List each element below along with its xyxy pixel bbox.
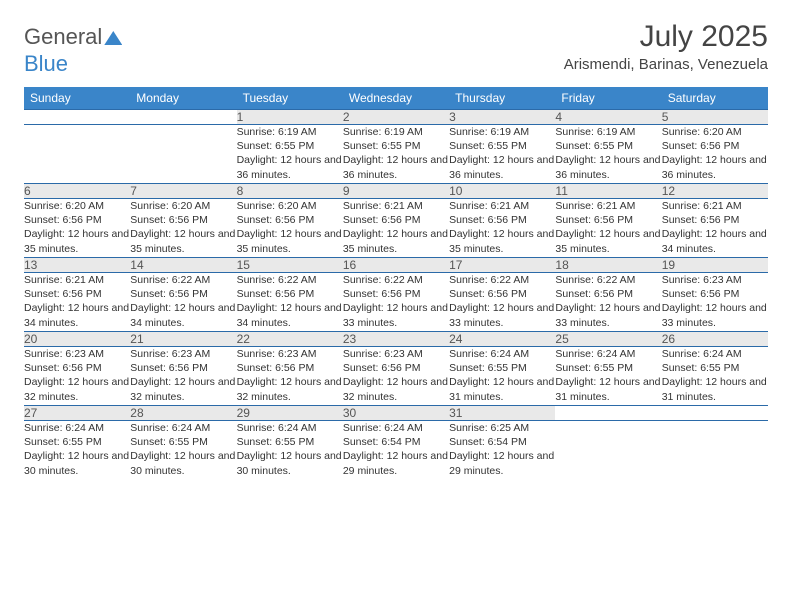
day-info-row: Sunrise: 6:19 AMSunset: 6:55 PMDaylight:…: [24, 125, 768, 184]
day-info-cell: Sunrise: 6:19 AMSunset: 6:55 PMDaylight:…: [555, 125, 661, 184]
day-info-cell: Sunrise: 6:23 AMSunset: 6:56 PMDaylight:…: [662, 273, 768, 332]
day-number-cell: 23: [343, 332, 449, 347]
day-number-cell: 1: [237, 110, 343, 125]
day-info-cell: Sunrise: 6:21 AMSunset: 6:56 PMDaylight:…: [24, 273, 130, 332]
day-number-cell: 7: [130, 184, 236, 199]
day-number-cell: [24, 110, 130, 125]
day-number-cell: 25: [555, 332, 661, 347]
weekday-header: Tuesday: [237, 87, 343, 110]
day-info-cell: Sunrise: 6:19 AMSunset: 6:55 PMDaylight:…: [343, 125, 449, 184]
weekday-header: Saturday: [662, 87, 768, 110]
day-number-cell: [662, 406, 768, 421]
weekday-header: Monday: [130, 87, 236, 110]
day-info-cell: Sunrise: 6:24 AMSunset: 6:55 PMDaylight:…: [555, 347, 661, 406]
day-number-cell: 28: [130, 406, 236, 421]
day-info-row: Sunrise: 6:24 AMSunset: 6:55 PMDaylight:…: [24, 421, 768, 480]
day-info-cell: Sunrise: 6:21 AMSunset: 6:56 PMDaylight:…: [449, 199, 555, 258]
day-number-cell: [130, 110, 236, 125]
month-title: July 2025: [564, 20, 768, 54]
logo-text-2: Blue: [24, 51, 768, 77]
day-number-cell: 12: [662, 184, 768, 199]
day-info-row: Sunrise: 6:20 AMSunset: 6:56 PMDaylight:…: [24, 199, 768, 258]
day-number-cell: 27: [24, 406, 130, 421]
day-info-cell: Sunrise: 6:19 AMSunset: 6:55 PMDaylight:…: [449, 125, 555, 184]
logo-text-1: General: [24, 24, 102, 50]
day-info-cell: Sunrise: 6:23 AMSunset: 6:56 PMDaylight:…: [130, 347, 236, 406]
day-number-row: 12345: [24, 110, 768, 125]
day-info-cell: Sunrise: 6:22 AMSunset: 6:56 PMDaylight:…: [343, 273, 449, 332]
day-info-cell: Sunrise: 6:24 AMSunset: 6:55 PMDaylight:…: [24, 421, 130, 480]
day-info-cell: Sunrise: 6:21 AMSunset: 6:56 PMDaylight:…: [555, 199, 661, 258]
day-info-cell: Sunrise: 6:19 AMSunset: 6:55 PMDaylight:…: [237, 125, 343, 184]
day-info-cell: Sunrise: 6:22 AMSunset: 6:56 PMDaylight:…: [449, 273, 555, 332]
weekday-header: Friday: [555, 87, 661, 110]
weekday-header: Wednesday: [343, 87, 449, 110]
day-number-cell: 31: [449, 406, 555, 421]
day-info-cell: [24, 125, 130, 184]
day-info-cell: Sunrise: 6:20 AMSunset: 6:56 PMDaylight:…: [24, 199, 130, 258]
day-number-cell: 26: [662, 332, 768, 347]
day-number-cell: 17: [449, 258, 555, 273]
day-number-row: 13141516171819: [24, 258, 768, 273]
day-number-cell: 20: [24, 332, 130, 347]
day-info-cell: Sunrise: 6:20 AMSunset: 6:56 PMDaylight:…: [237, 199, 343, 258]
logo: General: [24, 24, 122, 50]
day-number-cell: 24: [449, 332, 555, 347]
day-number-cell: 2: [343, 110, 449, 125]
day-number-cell: 8: [237, 184, 343, 199]
day-number-cell: 9: [343, 184, 449, 199]
day-info-cell: Sunrise: 6:23 AMSunset: 6:56 PMDaylight:…: [24, 347, 130, 406]
day-info-cell: Sunrise: 6:24 AMSunset: 6:55 PMDaylight:…: [237, 421, 343, 480]
day-info-cell: Sunrise: 6:24 AMSunset: 6:54 PMDaylight:…: [343, 421, 449, 480]
logo-triangle-icon: [104, 31, 122, 45]
weekday-header: Thursday: [449, 87, 555, 110]
day-info-row: Sunrise: 6:23 AMSunset: 6:56 PMDaylight:…: [24, 347, 768, 406]
day-number-cell: 19: [662, 258, 768, 273]
day-number-cell: 22: [237, 332, 343, 347]
day-number-cell: [555, 406, 661, 421]
day-info-cell: [555, 421, 661, 480]
day-info-cell: Sunrise: 6:25 AMSunset: 6:54 PMDaylight:…: [449, 421, 555, 480]
day-number-cell: 15: [237, 258, 343, 273]
day-info-cell: Sunrise: 6:21 AMSunset: 6:56 PMDaylight:…: [662, 199, 768, 258]
day-info-cell: Sunrise: 6:24 AMSunset: 6:55 PMDaylight:…: [662, 347, 768, 406]
day-number-cell: 3: [449, 110, 555, 125]
calendar-table: SundayMondayTuesdayWednesdayThursdayFrid…: [24, 87, 768, 479]
day-info-cell: Sunrise: 6:22 AMSunset: 6:56 PMDaylight:…: [237, 273, 343, 332]
day-number-cell: 29: [237, 406, 343, 421]
day-number-cell: 11: [555, 184, 661, 199]
day-info-cell: Sunrise: 6:20 AMSunset: 6:56 PMDaylight:…: [662, 125, 768, 184]
day-info-cell: Sunrise: 6:21 AMSunset: 6:56 PMDaylight:…: [343, 199, 449, 258]
day-number-cell: 18: [555, 258, 661, 273]
day-number-row: 6789101112: [24, 184, 768, 199]
day-info-row: Sunrise: 6:21 AMSunset: 6:56 PMDaylight:…: [24, 273, 768, 332]
day-info-cell: Sunrise: 6:22 AMSunset: 6:56 PMDaylight:…: [130, 273, 236, 332]
day-number-row: 20212223242526: [24, 332, 768, 347]
day-number-cell: 6: [24, 184, 130, 199]
day-number-cell: 16: [343, 258, 449, 273]
day-info-cell: [662, 421, 768, 480]
day-number-cell: 10: [449, 184, 555, 199]
day-info-cell: Sunrise: 6:24 AMSunset: 6:55 PMDaylight:…: [130, 421, 236, 480]
day-number-cell: 13: [24, 258, 130, 273]
day-number-row: 2728293031: [24, 406, 768, 421]
day-number-cell: 21: [130, 332, 236, 347]
day-number-cell: 30: [343, 406, 449, 421]
day-number-cell: 4: [555, 110, 661, 125]
day-info-cell: Sunrise: 6:23 AMSunset: 6:56 PMDaylight:…: [237, 347, 343, 406]
weekday-header: Sunday: [24, 87, 130, 110]
day-info-cell: Sunrise: 6:22 AMSunset: 6:56 PMDaylight:…: [555, 273, 661, 332]
day-info-cell: Sunrise: 6:20 AMSunset: 6:56 PMDaylight:…: [130, 199, 236, 258]
day-info-cell: Sunrise: 6:23 AMSunset: 6:56 PMDaylight:…: [343, 347, 449, 406]
day-info-cell: Sunrise: 6:24 AMSunset: 6:55 PMDaylight:…: [449, 347, 555, 406]
day-number-cell: 5: [662, 110, 768, 125]
day-number-cell: 14: [130, 258, 236, 273]
weekday-header-row: SundayMondayTuesdayWednesdayThursdayFrid…: [24, 87, 768, 110]
day-info-cell: [130, 125, 236, 184]
